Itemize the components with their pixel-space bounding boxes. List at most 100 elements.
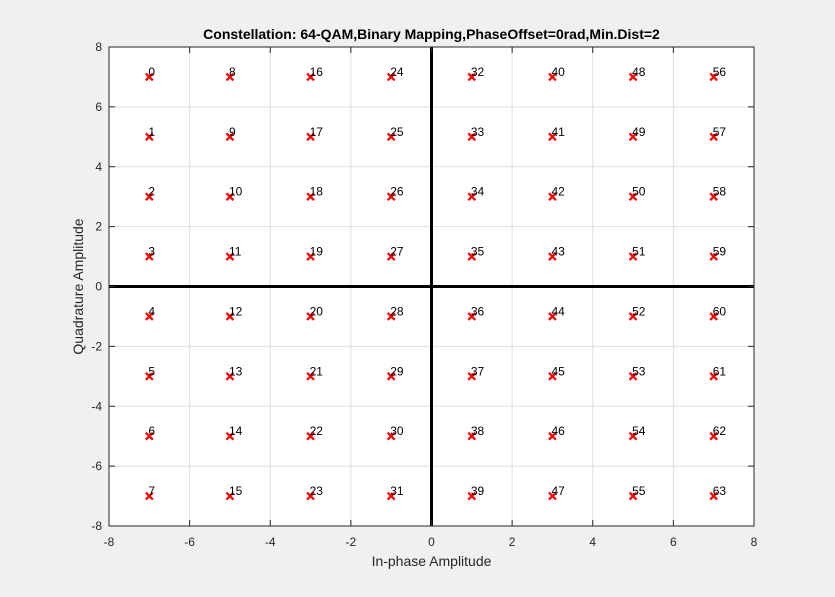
- constellation-point: 14: [225, 424, 243, 441]
- point-label: 2: [148, 185, 155, 199]
- x-marker: [306, 491, 315, 501]
- x-marker: [386, 132, 396, 142]
- x-marker: [386, 312, 396, 321]
- constellation-point: 8: [225, 65, 236, 82]
- constellation-point: 4: [145, 304, 155, 321]
- constellation-point: 34: [467, 185, 485, 201]
- point-label: 62: [713, 424, 727, 438]
- x-marker: [467, 431, 477, 441]
- point-label: 48: [632, 65, 646, 79]
- constellation-point: 3: [145, 245, 155, 261]
- constellation-point: 38: [467, 424, 485, 441]
- constellation-point: 41: [548, 125, 565, 142]
- x-marker: [709, 491, 718, 501]
- point-label: 51: [632, 245, 646, 259]
- x-marker: [225, 72, 235, 82]
- x-marker: [548, 491, 557, 501]
- constellation-point: 43: [548, 245, 565, 261]
- point-label: 46: [551, 424, 565, 438]
- x-marker: [628, 431, 638, 441]
- x-marker: [709, 72, 718, 82]
- constellation-point: 42: [548, 185, 565, 201]
- y-tick-label: 4: [95, 160, 102, 174]
- point-label: 18: [310, 185, 324, 199]
- chart-title: Constellation: 64-QAM,Binary Mapping,Pha…: [203, 26, 660, 42]
- x-marker: [467, 372, 477, 381]
- x-marker: [628, 491, 638, 501]
- constellation-point: 50: [628, 185, 646, 201]
- x-marker: [467, 192, 477, 201]
- constellation-point: 54: [628, 424, 646, 441]
- x-tick-label: -6: [184, 535, 195, 549]
- constellation-point: 9: [225, 125, 236, 142]
- point-label: 26: [390, 185, 404, 199]
- x-marker: [467, 491, 477, 501]
- constellation-point: 48: [628, 65, 646, 82]
- constellation-point: 36: [467, 304, 484, 321]
- constellation-point: 20: [306, 304, 323, 321]
- constellation-point: 63: [709, 484, 727, 501]
- constellation-point: 32: [467, 65, 484, 82]
- constellation-point: 62: [709, 424, 727, 441]
- constellation-point: 28: [386, 304, 404, 321]
- x-marker: [386, 431, 396, 441]
- point-label: 23: [310, 484, 324, 498]
- x-tick-label: -8: [104, 535, 115, 549]
- x-marker: [386, 72, 396, 82]
- constellation-point: 5: [145, 364, 155, 381]
- x-tick-label: 4: [589, 535, 596, 549]
- x-marker: [306, 72, 315, 82]
- x-marker: [386, 372, 396, 381]
- point-label: 55: [632, 484, 646, 498]
- x-marker: [306, 192, 315, 201]
- constellation-point: 56: [709, 65, 726, 82]
- constellation-point: 55: [628, 484, 646, 501]
- constellation-point: 31: [386, 484, 404, 501]
- point-label: 38: [471, 424, 485, 438]
- point-label: 12: [229, 304, 243, 318]
- point-label: 59: [713, 245, 727, 259]
- x-marker: [145, 372, 154, 381]
- constellation-point: 49: [628, 125, 646, 142]
- point-label: 10: [229, 185, 243, 199]
- zero-axis-lines: [109, 47, 754, 526]
- constellation-point: 16: [306, 65, 323, 82]
- constellation-point: 2: [145, 185, 155, 201]
- x-marker: [225, 491, 235, 501]
- x-tick-label: 6: [670, 535, 677, 549]
- constellation-point: 57: [709, 125, 726, 142]
- constellation-point: 1: [145, 125, 155, 142]
- point-label: 3: [148, 245, 155, 259]
- point-label: 63: [713, 484, 727, 498]
- x-marker: [225, 312, 235, 321]
- x-marker: [709, 252, 718, 261]
- constellation-point: 60: [709, 304, 726, 321]
- x-marker: [628, 192, 638, 201]
- constellation-point: 51: [628, 245, 646, 261]
- constellation-point: 58: [709, 185, 726, 201]
- constellation-point: 6: [145, 424, 155, 441]
- constellation-point: 0: [145, 65, 155, 82]
- point-label: 61: [713, 364, 727, 378]
- point-label: 13: [229, 364, 243, 378]
- constellation-point: 30: [386, 424, 404, 441]
- point-label: 45: [551, 364, 565, 378]
- point-label: 4: [148, 304, 155, 318]
- point-label: 53: [632, 364, 646, 378]
- constellation-point: 53: [628, 364, 646, 381]
- x-marker: [548, 192, 557, 201]
- x-marker: [709, 431, 718, 441]
- point-label: 34: [471, 185, 485, 199]
- point-label: 37: [471, 364, 485, 378]
- x-marker: [548, 372, 557, 381]
- point-label: 25: [390, 125, 404, 139]
- x-marker: [145, 491, 154, 501]
- constellation-point: 24: [386, 65, 404, 82]
- point-label: 7: [148, 484, 155, 498]
- constellation-point: 27: [386, 245, 404, 261]
- constellation-point: 47: [548, 484, 565, 501]
- constellation-point: 7: [145, 484, 155, 501]
- x-marker: [306, 252, 315, 261]
